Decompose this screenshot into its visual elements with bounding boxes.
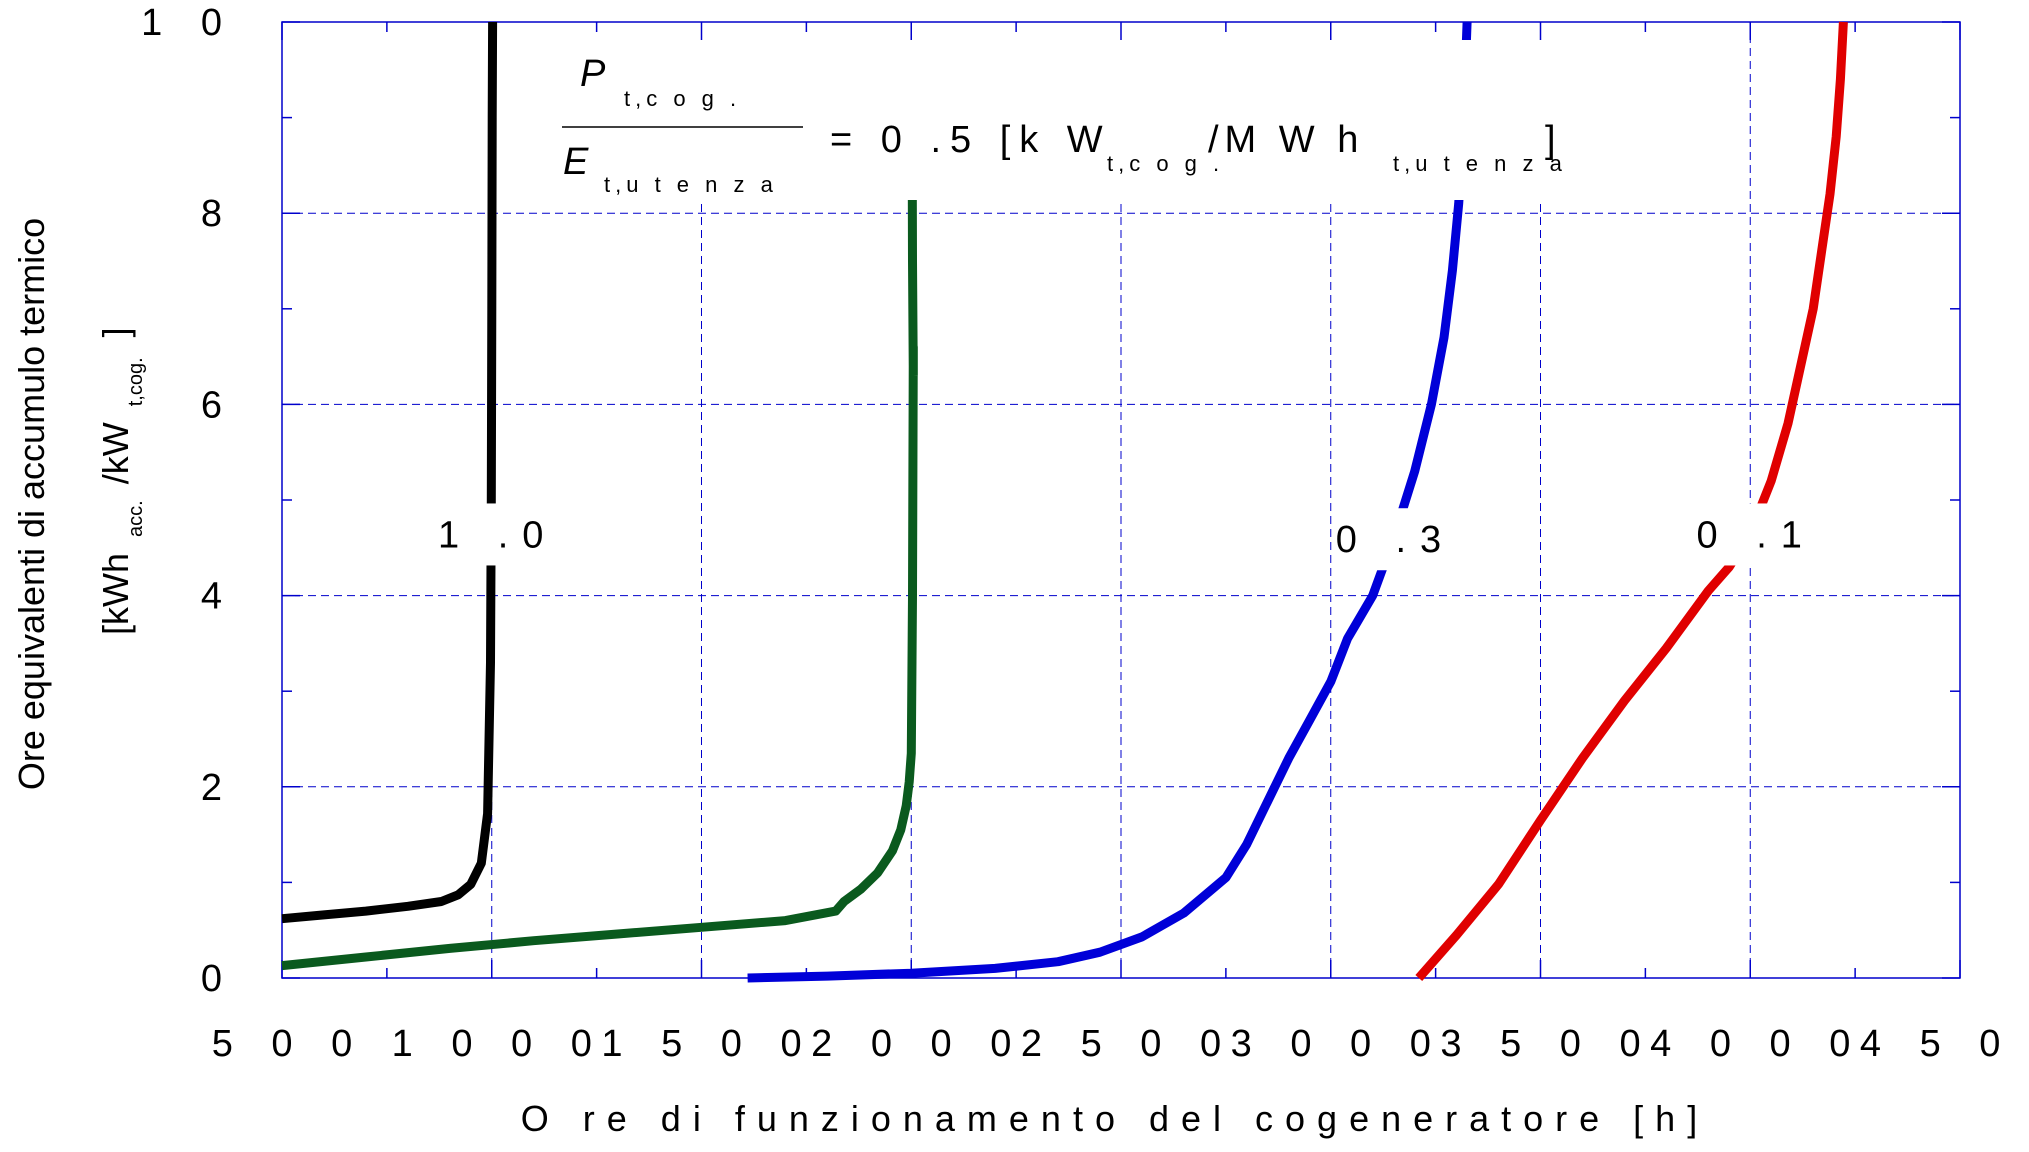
curve-labels: 1 .0 0 .3 0 .1: [438, 503, 1816, 571]
curve-label: 1 .0: [438, 514, 557, 556]
ratio-equals: = 0 .5 [k W: [830, 119, 1112, 161]
x-tick-label: 3 0 0 0: [1231, 1023, 1445, 1065]
curve-label-background: [443, 503, 542, 566]
ratio-unit-close: ]: [1545, 119, 1556, 161]
plot-frame: [281, 21, 1961, 979]
y-tick-label: 4: [201, 576, 236, 618]
ratio-denominator: E: [563, 141, 589, 183]
y-unit-open: [kWh: [95, 553, 136, 635]
x-tick-label: 1 0 0 0: [392, 1023, 606, 1065]
ratio-annotation: P t,c o g . E t,u t e n z a = 0 .5 [k W …: [555, 40, 1570, 200]
curve-label: 0 .1: [1697, 514, 1816, 556]
y-unit-sub1: acc.: [125, 500, 147, 537]
curve-label-background: [1702, 503, 1801, 566]
y-tick-label: 1 0: [141, 2, 236, 44]
annotation-background: [555, 40, 1570, 200]
y-tick-label: 8: [201, 193, 236, 235]
x-tick-label: 1 5 0 0: [601, 1023, 815, 1065]
x-tick-labels: 5 0 0 1 0 0 01 5 0 02 0 0 02 5 0 03 0 0 0…: [212, 1023, 2029, 1065]
ratio-denominator-sub: t,u t e n z a: [604, 172, 778, 197]
y-unit-sub2: t,cog.: [125, 357, 147, 406]
y-tick-labels: 0 2 4 6 8 1 0: [141, 2, 236, 1000]
x-tick-label: 4 5 0 0: [1860, 1023, 2029, 1065]
y-unit-close: ]: [95, 327, 136, 337]
ratio-unit-sub2: t,u t e n z a: [1393, 151, 1567, 176]
y-axis-unit: [kWh acc. /kW t,cog. ]: [95, 327, 150, 635]
x-tick-label: 2 0 0 0: [811, 1023, 1025, 1065]
svg-text:[kWh acc. /kW: [kWh acc. /kW t,cog. ]: [95, 327, 150, 635]
series-line-3: [747, 21, 1472, 983]
y-tick-label: 0: [201, 958, 236, 1000]
ratio-unit-sub1: t,c o g .: [1107, 151, 1224, 176]
series-line-2: [281, 41, 918, 971]
ratio-numerator: P: [580, 53, 606, 95]
x-tick-label: 3 5 0 0: [1440, 1023, 1654, 1065]
y-unit-mid: /kW: [95, 422, 136, 484]
x-tick-label: 2 5 0 0: [1021, 1023, 1235, 1065]
curve-label-background: [1341, 508, 1440, 571]
x-tick-label: 4 0 0 0: [1650, 1023, 1864, 1065]
y-tick-label: 2: [201, 767, 236, 809]
curve-label: 0 .3: [1336, 519, 1455, 561]
x-axis-title: O re di funzionamento del cogeneratore […: [521, 1098, 1709, 1139]
y-tick-label: 6: [201, 384, 236, 426]
x-tick-label: 5 0 0: [212, 1023, 367, 1065]
series-line-1: [281, 21, 498, 924]
ratio-unit-mid: /M W h: [1208, 119, 1364, 161]
y-axis-title: Ore equivalenti di accumulo termico: [11, 218, 52, 790]
ratio-numerator-sub: t,c o g .: [624, 86, 741, 111]
